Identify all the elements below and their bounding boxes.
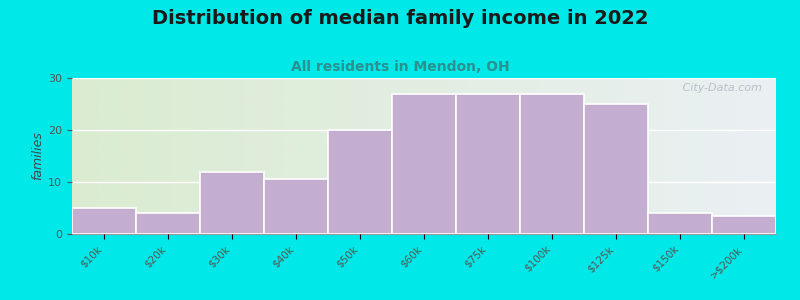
Text: City-Data.com: City-Data.com bbox=[679, 83, 762, 93]
Bar bbox=[328, 130, 392, 234]
Bar bbox=[264, 179, 328, 234]
Bar bbox=[456, 94, 520, 234]
Bar bbox=[712, 216, 776, 234]
Bar bbox=[72, 208, 136, 234]
Bar bbox=[648, 213, 712, 234]
Bar bbox=[584, 104, 648, 234]
Text: Distribution of median family income in 2022: Distribution of median family income in … bbox=[152, 9, 648, 28]
Bar bbox=[136, 213, 200, 234]
Text: All residents in Mendon, OH: All residents in Mendon, OH bbox=[290, 60, 510, 74]
Bar bbox=[520, 94, 584, 234]
Y-axis label: families: families bbox=[31, 132, 44, 180]
Bar bbox=[200, 172, 264, 234]
Bar bbox=[392, 94, 456, 234]
